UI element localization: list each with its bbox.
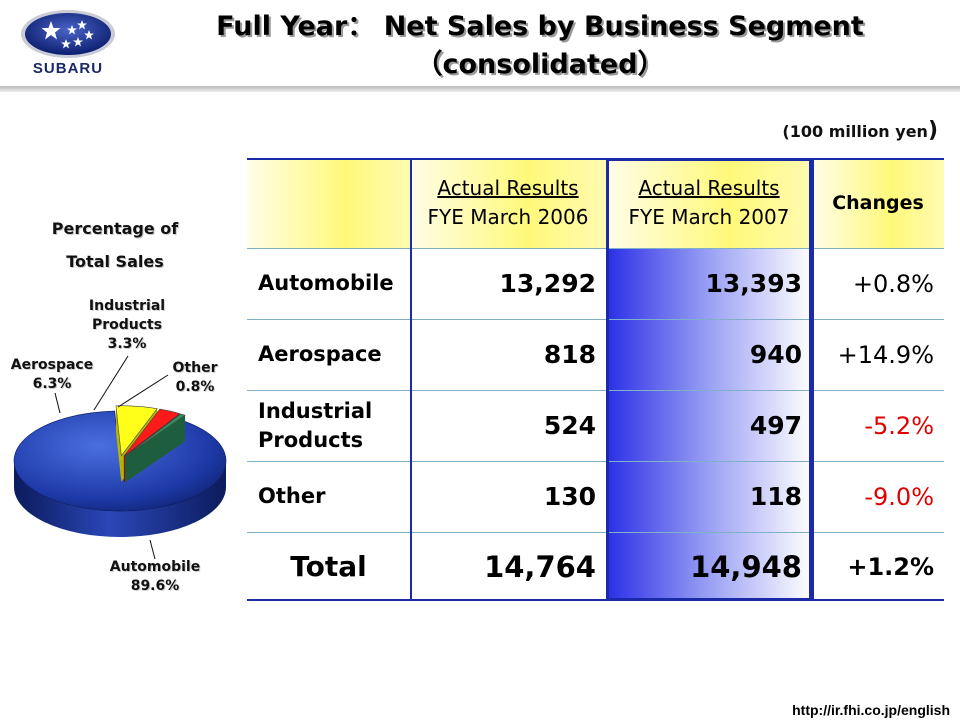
logo-wordmark: SUBARU: [32, 60, 104, 77]
pie-label-aerospace-pct: 6.3%: [32, 376, 72, 392]
cell-change-automobile: +0.8%: [852, 269, 934, 298]
header-2007-line2: FYE March 2007: [628, 205, 790, 229]
pie-label-automobile-name: Automobile: [109, 559, 201, 575]
cell-2006-aerospace: 818: [543, 340, 596, 369]
row-label-automobile: Automobile: [258, 271, 394, 295]
leader-line-industrial: [93, 355, 129, 411]
pie-label-aerospace: Aerospace 6.3%: [4, 356, 100, 394]
cell-change-aerospace: +14.9%: [837, 340, 934, 369]
unit-label: (100 million yen): [782, 118, 938, 143]
row-label-industrial-products: Industrial Products: [247, 390, 410, 461]
header-2006-line1: Actual Results: [437, 176, 579, 200]
cell-2006-automobile: 13,292: [499, 269, 596, 298]
pie-cut-other: [124, 415, 186, 483]
sales-table: Actual Results FYE March 2006 Actual Res…: [247, 158, 944, 601]
cell-change-total: +1.2%: [847, 552, 934, 581]
table-header-changes: Changes: [812, 158, 944, 248]
table-header-fye2006: Actual Results FYE March 2006: [410, 158, 606, 248]
pie-top-other: [124, 413, 186, 457]
cell-2006-industrial-products: 524: [543, 411, 596, 440]
pie-label-industrial-name1: Industrial: [88, 298, 166, 314]
pie-label-other-pct: 0.8%: [175, 379, 215, 395]
page-title: Full Year： Net Sales by Business Segment: [216, 11, 864, 42]
leader-line-automobile: [149, 539, 156, 560]
row-label-industrial-line1: Industrial: [258, 398, 373, 423]
cell-change-industrial-products: -5.2%: [864, 411, 934, 440]
cell-2006-total: 14,764: [484, 549, 596, 584]
cell-2006-other: 130: [543, 482, 596, 511]
pie-label-other: Other 0.8%: [160, 359, 230, 397]
cell-2007-other: 118: [606, 461, 812, 532]
leader-line-aerospace: [54, 392, 61, 414]
header-2006-line2: FYE March 2006: [427, 205, 589, 229]
pie-label-aerospace-name: Aerospace: [10, 357, 94, 373]
header-2007-line1: Actual Results: [638, 176, 780, 200]
pie-side-automobile: [14, 461, 226, 537]
row-label-industrial-line2: Products: [258, 427, 364, 452]
row-label-total: Total: [290, 550, 367, 583]
pie-top-industrial-products: [123, 408, 181, 457]
slide-header: SUBARU Full Year： Net Sales by Business …: [0, 0, 960, 92]
table-hline-2: [247, 319, 944, 320]
pie-title-line1: Percentage of: [51, 219, 179, 238]
pie-chart-title: Percentage of Total Sales: [30, 212, 200, 278]
table-header-empty: [247, 158, 410, 248]
cell-2007-total: 14,948: [606, 532, 812, 601]
page-subtitle: （consolidated）: [415, 49, 665, 80]
cell-2007-automobile: 13,393: [606, 248, 812, 319]
unit-paren: ): [927, 118, 938, 143]
table-bottom-border: [247, 599, 944, 601]
pie-cut-aerospace: [116, 405, 122, 482]
leader-line-other: [117, 374, 169, 408]
pie-label-industrial-name2: Products: [91, 317, 163, 333]
cell-2007-industrial-products: 497: [606, 390, 812, 461]
table-vline-1: [410, 158, 412, 601]
subaru-logo: SUBARU: [18, 8, 118, 80]
footer-url: http://ir.fhi.co.jp/english: [792, 702, 950, 718]
table-hline-5: [247, 532, 944, 533]
row-label-other: Other: [258, 484, 326, 508]
cell-change-other: -9.0%: [864, 482, 934, 511]
pie-label-industrial: Industrial Products 3.3%: [82, 297, 172, 354]
table-header-fye2007: Actual Results FYE March 2007: [606, 158, 812, 248]
cell-2007-aerospace: 940: [606, 319, 812, 390]
pie-chart: [13, 355, 227, 560]
pie-title-line2: Total Sales: [66, 252, 164, 271]
table-vline-3: [812, 158, 814, 601]
pie-label-industrial-pct: 3.3%: [107, 336, 147, 352]
header-divider: [0, 86, 960, 92]
pie-top-aerospace: [115, 405, 158, 457]
pie-label-automobile: Automobile 89.6%: [95, 558, 215, 596]
table-hline-1: [247, 248, 944, 249]
unit-text: (100 million yen: [782, 122, 928, 141]
table-hline-3: [247, 390, 944, 391]
table-top-border: [247, 158, 944, 160]
pie-label-automobile-pct: 89.6%: [130, 578, 180, 594]
subaru-emblem-icon: [21, 10, 115, 58]
table-hline-4: [247, 461, 944, 462]
pie-slice-other: [124, 413, 186, 483]
pie-label-other-name: Other: [172, 360, 218, 376]
row-label-aerospace: Aerospace: [258, 342, 382, 366]
pie-slices: [13, 405, 227, 537]
